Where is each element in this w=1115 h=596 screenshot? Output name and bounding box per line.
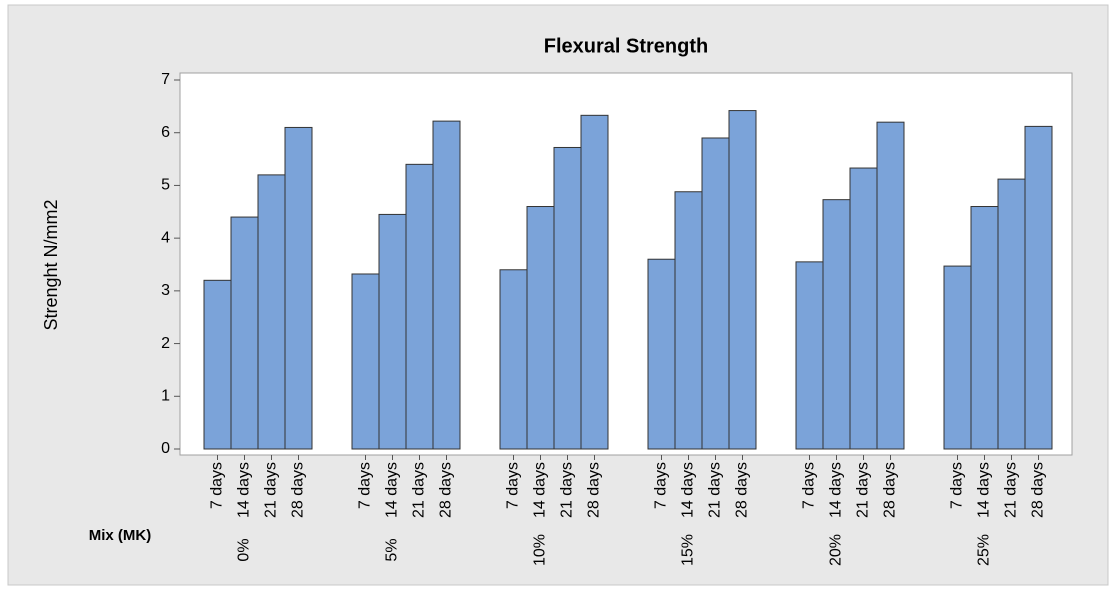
x-tick-label: 28 days <box>1030 462 1047 518</box>
x-tick-label: 7 days <box>505 462 522 509</box>
bar <box>580 114 609 450</box>
bar <box>647 258 676 450</box>
y-tick-label: 7 <box>161 71 170 88</box>
bar <box>553 146 582 450</box>
x-tick-label: 28 days <box>882 462 899 518</box>
group-label: 15% <box>680 534 697 566</box>
x-tick-label: 7 days <box>949 462 966 509</box>
bar <box>701 137 730 450</box>
x-tick-label: 21 days <box>559 462 576 518</box>
y-tick-label: 1 <box>161 388 170 405</box>
bar <box>728 110 757 450</box>
bar <box>405 163 434 450</box>
bar <box>1024 125 1053 450</box>
group-label: 10% <box>532 534 549 566</box>
x-tick-label: 14 days <box>680 462 697 518</box>
bar <box>526 206 555 450</box>
bar <box>257 174 286 450</box>
bar <box>230 216 259 450</box>
y-tick-label: 6 <box>161 124 170 141</box>
x-tick-label: 7 days <box>653 462 670 509</box>
y-tick-label: 0 <box>161 440 170 457</box>
bar <box>351 273 380 450</box>
x-tick-label: 7 days <box>801 462 818 509</box>
y-axis-label: Strenght N/mm2 <box>41 199 61 330</box>
x-tick-label: 21 days <box>1003 462 1020 518</box>
x-tick-label: 21 days <box>855 462 872 518</box>
bar <box>970 206 999 450</box>
bar <box>876 121 905 450</box>
y-tick-label: 5 <box>161 177 170 194</box>
group-label: 0% <box>236 538 253 561</box>
x-tick-label: 14 days <box>532 462 549 518</box>
bar <box>674 191 703 450</box>
x-tick-label: 14 days <box>236 462 253 518</box>
bar <box>849 167 878 450</box>
bar <box>822 199 851 450</box>
x-tick-label: 14 days <box>384 462 401 518</box>
bar <box>378 213 407 450</box>
x-tick-label: 28 days <box>586 462 603 518</box>
bar <box>432 120 461 450</box>
bar <box>499 269 528 450</box>
x-tick-label: 28 days <box>438 462 455 518</box>
y-tick-label: 3 <box>161 282 170 299</box>
group-axis-label: Mix (MK) <box>89 527 152 544</box>
x-tick-label: 28 days <box>290 462 307 518</box>
plot-area <box>179 72 1073 456</box>
group-label: 25% <box>976 534 993 566</box>
group-label: 20% <box>828 534 845 566</box>
x-tick-label: 14 days <box>828 462 845 518</box>
bar <box>943 265 972 450</box>
x-tick-label: 21 days <box>707 462 724 518</box>
x-tick-label: 21 days <box>263 462 280 518</box>
x-tick-label: 14 days <box>976 462 993 518</box>
y-tick-label: 4 <box>161 229 170 246</box>
bar <box>795 261 824 450</box>
bar <box>203 279 232 450</box>
x-tick-label: 7 days <box>357 462 374 509</box>
bar <box>997 178 1026 450</box>
x-tick-label: 21 days <box>411 462 428 518</box>
x-tick-label: 7 days <box>209 462 226 509</box>
bar <box>284 126 313 450</box>
x-tick-label: 28 days <box>734 462 751 518</box>
chart-title: Flexural Strength <box>544 35 708 57</box>
y-tick-label: 2 <box>161 335 170 352</box>
group-label: 5% <box>384 538 401 561</box>
